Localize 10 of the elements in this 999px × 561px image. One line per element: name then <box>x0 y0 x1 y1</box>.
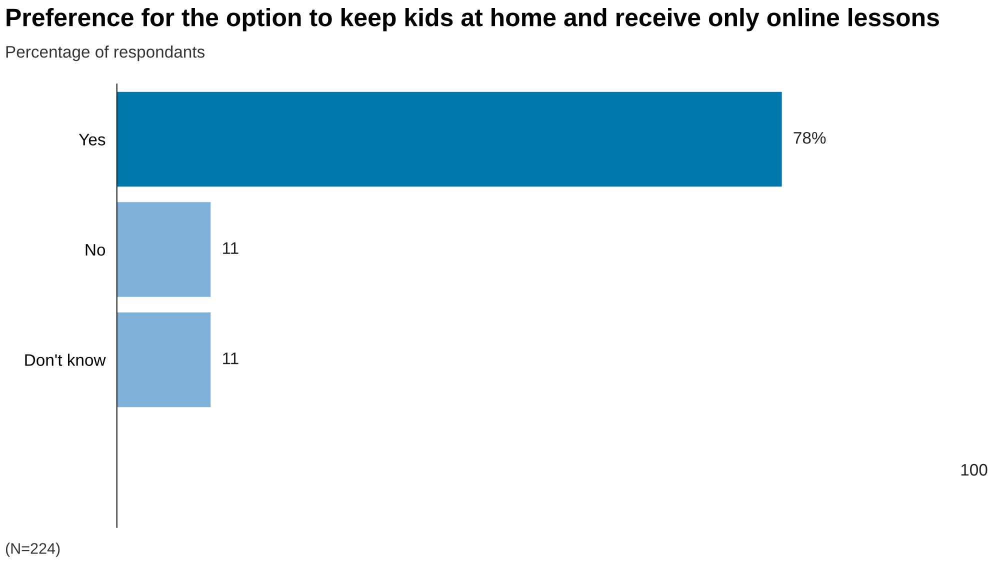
text: 100 <box>961 464 988 476</box>
data-label: 78% <box>794 132 826 144</box>
y-tick-label: Don't know <box>25 354 106 366</box>
y-tick-label: Yes <box>78 134 106 146</box>
data-label: 11 <box>223 352 238 364</box>
data-label: 11 <box>223 242 238 254</box>
text: (N=224) <box>6 542 60 557</box>
y-tick-label: No <box>86 244 106 256</box>
chart-subtitle: Percentage of respondants <box>6 46 205 62</box>
chart-title: Preference for the option to keep kids at home and receive only online lessons <box>6 8 939 32</box>
